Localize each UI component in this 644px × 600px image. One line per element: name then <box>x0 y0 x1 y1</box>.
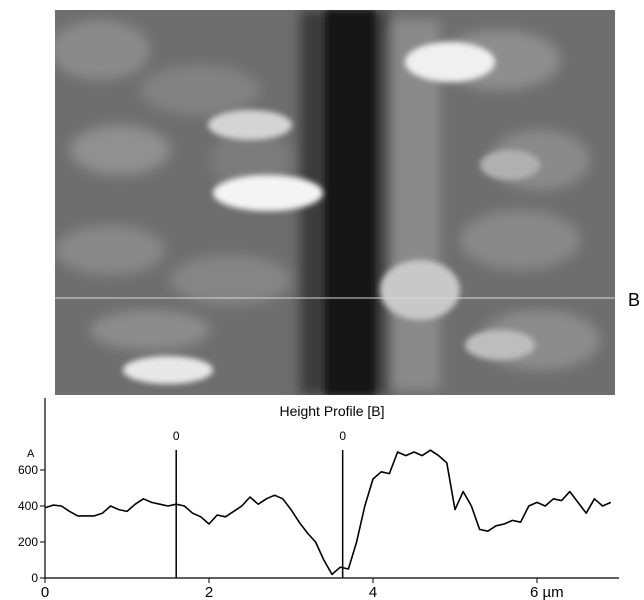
x-tick-label: 2 <box>205 584 213 600</box>
profile-line <box>44 449 612 576</box>
afm-image <box>55 10 615 395</box>
y-axis-label: A <box>27 448 35 460</box>
y-tick-label: 600 <box>18 463 38 477</box>
y-tick-label: 200 <box>18 535 38 549</box>
panel-label: B <box>628 290 640 310</box>
cursor-label: 0 <box>173 429 180 443</box>
y-tick-label: 400 <box>18 499 38 513</box>
x-tick-label: 6 µm <box>530 584 564 600</box>
cursor-label: 0 <box>339 429 346 443</box>
chart-title: Height Profile [B] <box>279 403 384 419</box>
x-tick-label: 0 <box>41 584 49 600</box>
y-tick-label: 0 <box>31 571 38 585</box>
x-tick-label: 4 <box>369 584 377 600</box>
